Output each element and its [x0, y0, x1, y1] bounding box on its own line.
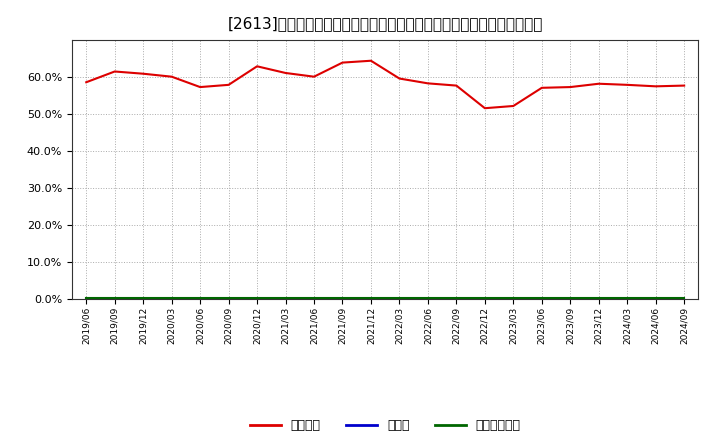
- Title: [2613]　自己資本、のれん、繰延税金資産の総資産に対する比率の推移: [2613] 自己資本、のれん、繰延税金資産の総資産に対する比率の推移: [228, 16, 543, 32]
- Legend: 自己資本, のれん, 繰延税金資産: 自己資本, のれん, 繰延税金資産: [245, 414, 526, 437]
